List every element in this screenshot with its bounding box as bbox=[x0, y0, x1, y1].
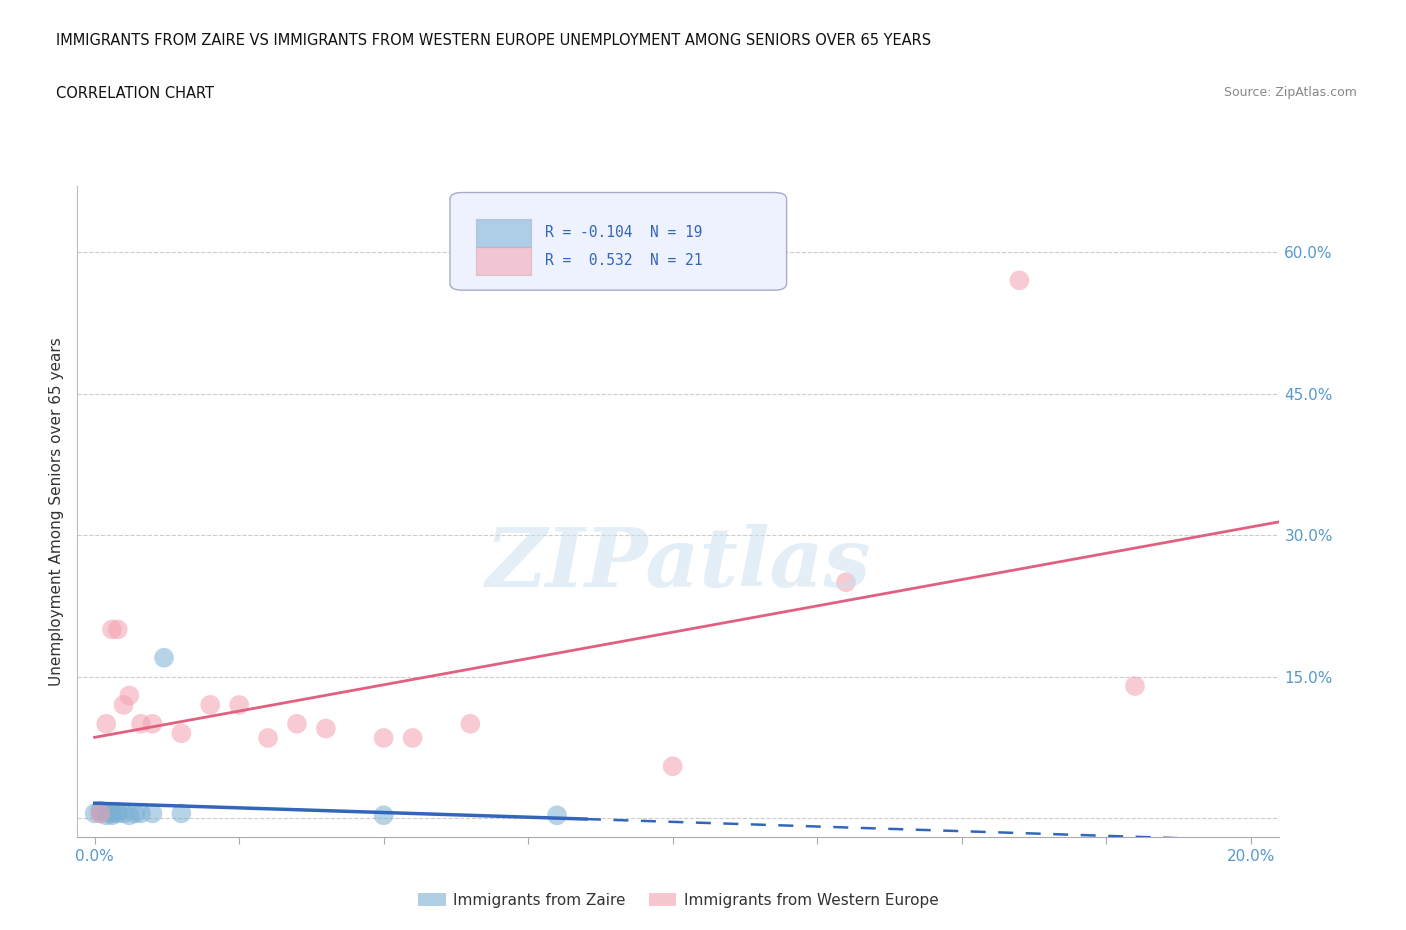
Point bbox=[89, 806, 111, 821]
Point bbox=[107, 806, 129, 821]
FancyBboxPatch shape bbox=[477, 247, 530, 274]
Point bbox=[373, 808, 395, 823]
Point bbox=[107, 804, 129, 819]
Point bbox=[200, 698, 222, 712]
Point bbox=[141, 806, 163, 821]
Point bbox=[112, 806, 135, 821]
Text: R = -0.104  N = 19: R = -0.104 N = 19 bbox=[546, 225, 703, 240]
Point bbox=[141, 716, 163, 731]
Point bbox=[83, 806, 105, 821]
Point bbox=[153, 650, 176, 665]
Point bbox=[124, 806, 146, 821]
Point bbox=[401, 730, 423, 745]
Point bbox=[101, 808, 124, 823]
Point bbox=[107, 622, 129, 637]
Point bbox=[101, 804, 124, 819]
Point bbox=[118, 688, 141, 703]
Y-axis label: Unemployment Among Seniors over 65 years: Unemployment Among Seniors over 65 years bbox=[49, 338, 65, 686]
Point bbox=[101, 806, 124, 821]
Point bbox=[373, 730, 395, 745]
Point bbox=[661, 759, 683, 774]
Point bbox=[1123, 679, 1146, 694]
Point bbox=[170, 806, 193, 821]
Point bbox=[129, 716, 152, 731]
Point bbox=[546, 808, 568, 823]
Text: CORRELATION CHART: CORRELATION CHART bbox=[56, 86, 214, 100]
Point bbox=[118, 808, 141, 823]
Point bbox=[112, 698, 135, 712]
Point bbox=[96, 805, 118, 820]
Point bbox=[315, 721, 337, 736]
FancyBboxPatch shape bbox=[450, 193, 786, 290]
Point bbox=[835, 575, 858, 590]
Point bbox=[170, 725, 193, 740]
Text: R =  0.532  N = 21: R = 0.532 N = 21 bbox=[546, 253, 703, 269]
FancyBboxPatch shape bbox=[477, 219, 530, 246]
Point bbox=[257, 730, 280, 745]
Point bbox=[460, 716, 482, 731]
Text: Source: ZipAtlas.com: Source: ZipAtlas.com bbox=[1223, 86, 1357, 99]
Text: ZIPatlas: ZIPatlas bbox=[485, 524, 872, 604]
Point bbox=[89, 806, 111, 821]
Text: IMMIGRANTS FROM ZAIRE VS IMMIGRANTS FROM WESTERN EUROPE UNEMPLOYMENT AMONG SENIO: IMMIGRANTS FROM ZAIRE VS IMMIGRANTS FROM… bbox=[56, 33, 931, 47]
Point bbox=[96, 808, 118, 823]
Point bbox=[89, 804, 111, 818]
Point bbox=[285, 716, 308, 731]
Point bbox=[101, 622, 124, 637]
Point bbox=[129, 806, 152, 821]
Point bbox=[228, 698, 250, 712]
Point bbox=[96, 716, 118, 731]
Point bbox=[1008, 272, 1031, 287]
Legend: Immigrants from Zaire, Immigrants from Western Europe: Immigrants from Zaire, Immigrants from W… bbox=[412, 886, 945, 914]
